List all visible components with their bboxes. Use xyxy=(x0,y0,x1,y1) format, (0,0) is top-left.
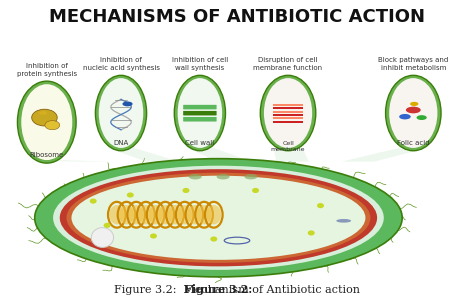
Ellipse shape xyxy=(90,199,97,204)
Text: Ribosome: Ribosome xyxy=(30,152,64,158)
Ellipse shape xyxy=(399,114,411,119)
Ellipse shape xyxy=(99,78,143,148)
Text: MECHANISMS OF ANTIBIOTIC ACTION: MECHANISMS OF ANTIBIOTIC ACTION xyxy=(49,8,425,26)
Ellipse shape xyxy=(158,205,173,224)
Ellipse shape xyxy=(60,169,377,266)
Ellipse shape xyxy=(150,233,157,239)
Ellipse shape xyxy=(167,205,182,224)
FancyBboxPatch shape xyxy=(273,117,303,119)
FancyBboxPatch shape xyxy=(273,114,303,116)
Ellipse shape xyxy=(389,78,438,148)
Ellipse shape xyxy=(189,174,202,179)
Text: Inhibition of
nucleic acid synthesis: Inhibition of nucleic acid synthesis xyxy=(82,57,160,71)
Ellipse shape xyxy=(317,203,324,208)
FancyBboxPatch shape xyxy=(273,107,303,109)
Polygon shape xyxy=(341,148,428,162)
Polygon shape xyxy=(31,160,109,162)
Polygon shape xyxy=(273,148,309,162)
Ellipse shape xyxy=(308,230,315,235)
Ellipse shape xyxy=(206,205,221,224)
Polygon shape xyxy=(187,148,244,159)
Ellipse shape xyxy=(127,192,134,198)
FancyBboxPatch shape xyxy=(183,105,217,109)
Ellipse shape xyxy=(385,75,441,151)
Text: Block pathways and
inhibit metabolism: Block pathways and inhibit metabolism xyxy=(378,57,448,71)
Ellipse shape xyxy=(66,173,371,263)
Ellipse shape xyxy=(406,107,421,113)
Ellipse shape xyxy=(119,205,134,224)
Ellipse shape xyxy=(260,75,316,151)
Ellipse shape xyxy=(177,205,192,224)
Ellipse shape xyxy=(187,205,202,224)
FancyBboxPatch shape xyxy=(183,111,217,116)
Text: Inhibition of cell
wall synthesis: Inhibition of cell wall synthesis xyxy=(172,57,228,71)
Text: Inhibition of
protein synthesis: Inhibition of protein synthesis xyxy=(17,63,77,77)
Ellipse shape xyxy=(72,176,365,260)
Ellipse shape xyxy=(53,166,384,270)
Ellipse shape xyxy=(21,84,73,160)
Polygon shape xyxy=(108,148,179,162)
FancyBboxPatch shape xyxy=(273,120,303,123)
Ellipse shape xyxy=(45,120,60,130)
Ellipse shape xyxy=(129,205,144,224)
Ellipse shape xyxy=(148,205,163,224)
Ellipse shape xyxy=(32,109,57,126)
Ellipse shape xyxy=(91,228,114,247)
FancyBboxPatch shape xyxy=(273,111,303,113)
Ellipse shape xyxy=(104,223,110,228)
Ellipse shape xyxy=(109,205,124,224)
Ellipse shape xyxy=(210,236,217,242)
Text: Disruption of cell
membrane function: Disruption of cell membrane function xyxy=(254,57,323,71)
Ellipse shape xyxy=(174,75,226,151)
Ellipse shape xyxy=(245,174,257,179)
Text: Cell
membrane: Cell membrane xyxy=(271,141,305,152)
FancyBboxPatch shape xyxy=(273,104,303,106)
Ellipse shape xyxy=(122,102,133,106)
Text: Figure 3.2:: Figure 3.2: xyxy=(183,284,252,295)
Ellipse shape xyxy=(217,174,229,179)
Ellipse shape xyxy=(252,188,259,193)
Ellipse shape xyxy=(197,205,211,224)
Ellipse shape xyxy=(95,75,146,151)
Text: Folic acid: Folic acid xyxy=(397,140,429,146)
Ellipse shape xyxy=(264,78,312,148)
Ellipse shape xyxy=(18,81,76,163)
Ellipse shape xyxy=(182,188,190,193)
Ellipse shape xyxy=(417,115,427,120)
Text: Cell wall: Cell wall xyxy=(185,140,215,146)
Ellipse shape xyxy=(410,102,419,106)
Ellipse shape xyxy=(138,205,154,224)
Text: Figure 3.2:  Mechanism of Antibiotic action: Figure 3.2: Mechanism of Antibiotic acti… xyxy=(114,285,360,295)
Ellipse shape xyxy=(35,159,402,277)
Text: DNA: DNA xyxy=(113,140,128,146)
Ellipse shape xyxy=(336,219,351,223)
Ellipse shape xyxy=(39,111,47,115)
FancyBboxPatch shape xyxy=(183,117,217,121)
Ellipse shape xyxy=(178,78,222,148)
